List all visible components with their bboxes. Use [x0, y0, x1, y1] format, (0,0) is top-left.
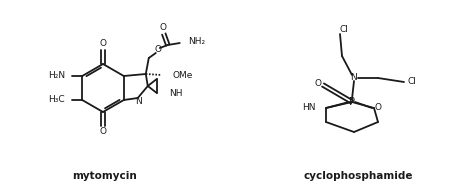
- Text: N: N: [136, 97, 142, 105]
- Text: NH: NH: [169, 88, 182, 98]
- Text: O: O: [154, 46, 161, 54]
- Text: HN: HN: [302, 104, 316, 112]
- Text: O: O: [315, 78, 321, 88]
- Text: P: P: [349, 97, 355, 107]
- Text: N: N: [351, 73, 357, 81]
- Text: O: O: [159, 23, 166, 33]
- Text: O: O: [100, 128, 107, 136]
- Text: H₂N: H₂N: [48, 71, 65, 81]
- Text: Cl: Cl: [339, 25, 348, 33]
- Text: H₃C: H₃C: [49, 95, 65, 105]
- Text: O: O: [100, 40, 107, 49]
- Text: Cl: Cl: [408, 77, 417, 87]
- Text: NH₂: NH₂: [188, 37, 205, 46]
- Text: cyclophosphamide: cyclophosphamide: [303, 171, 413, 181]
- Text: OMe: OMe: [173, 70, 193, 80]
- Text: mytomycin: mytomycin: [73, 171, 137, 181]
- Text: O: O: [374, 102, 382, 112]
